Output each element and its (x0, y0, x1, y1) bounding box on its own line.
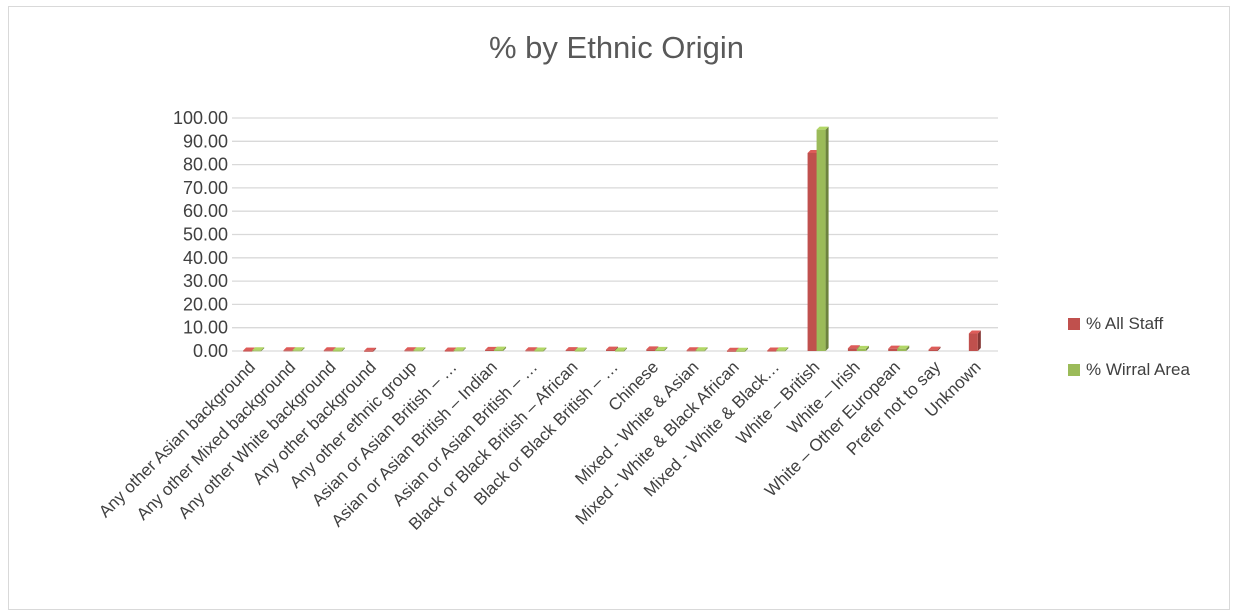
bar-wirral-area-any-other-white-background (332, 347, 345, 352)
bar-wirral-area-white-irish (856, 345, 869, 351)
bar-all-staff-prefer-not-to-say (928, 346, 941, 351)
bar-wirral-area-any-other-asian-background (252, 347, 265, 352)
bar-all-staff-unknown (968, 330, 981, 351)
bar-wirral-area-any-other-mixed-background (292, 347, 305, 352)
bar-wirral-area-white-other-european (897, 345, 910, 351)
y-tick-label: 80.00 (183, 155, 228, 175)
legend-label-wirral-area: % Wirral Area (1086, 360, 1190, 379)
bar-wirral-area-mixed-white-black (776, 347, 789, 352)
y-tick-label: 70.00 (183, 178, 228, 198)
y-tick-label: 90.00 (183, 131, 228, 151)
bar-wirral-area-mixed-white-asian (695, 347, 708, 352)
bar-wirral-area-white-british (816, 126, 829, 352)
bar-wirral-area-asian-or-asian-british (534, 347, 547, 352)
y-tick-label: 30.00 (183, 271, 228, 291)
bar-wirral-area-mixed-white-black-african (735, 347, 748, 352)
y-tick-label: 40.00 (183, 248, 228, 268)
bar-all-staff-any-other-background (364, 347, 377, 352)
chart-area (8, 6, 1230, 610)
y-tick-label: 50.00 (183, 225, 228, 245)
y-tick-label: 0.00 (193, 341, 228, 361)
y-tick-label: 10.00 (183, 318, 228, 338)
bar-wirral-area-any-other-ethnic-group (413, 347, 426, 352)
legend-swatch-wirral-area (1068, 364, 1080, 376)
bar-wirral-area-black-or-black-british (615, 347, 627, 352)
gridlines (232, 117, 998, 352)
bar-wirral-area-chinese (655, 346, 668, 351)
legend-label-all-staff: % All Staff (1086, 314, 1164, 333)
y-axis-tick-labels: 0.00 10.00 20.00 30.00 40.00 50.00 60.00 70.00 8… (173, 108, 228, 361)
legend-item-all-staff: % All Staff (1068, 314, 1163, 334)
bar-wirral-area-asian-or-asian-british (453, 347, 466, 352)
y-tick-label: 60.00 (183, 201, 228, 221)
y-tick-label: 20.00 (183, 294, 228, 314)
y-tick-label: 100.00 (173, 108, 228, 128)
legend-item-wirral-area: % Wirral Area (1068, 360, 1190, 380)
bars (243, 126, 981, 352)
legend-swatch-all-staff (1068, 318, 1080, 330)
chart-title: % by Ethnic Origin (489, 30, 744, 65)
x-tick-label: Any other Asian background (95, 357, 259, 521)
bar-wirral-area-asian-or-asian-british-indian (494, 346, 507, 351)
bar-wirral-area-black-or-black-british-african (574, 347, 587, 352)
x-tick-label: Any other Mixed background (133, 357, 299, 523)
